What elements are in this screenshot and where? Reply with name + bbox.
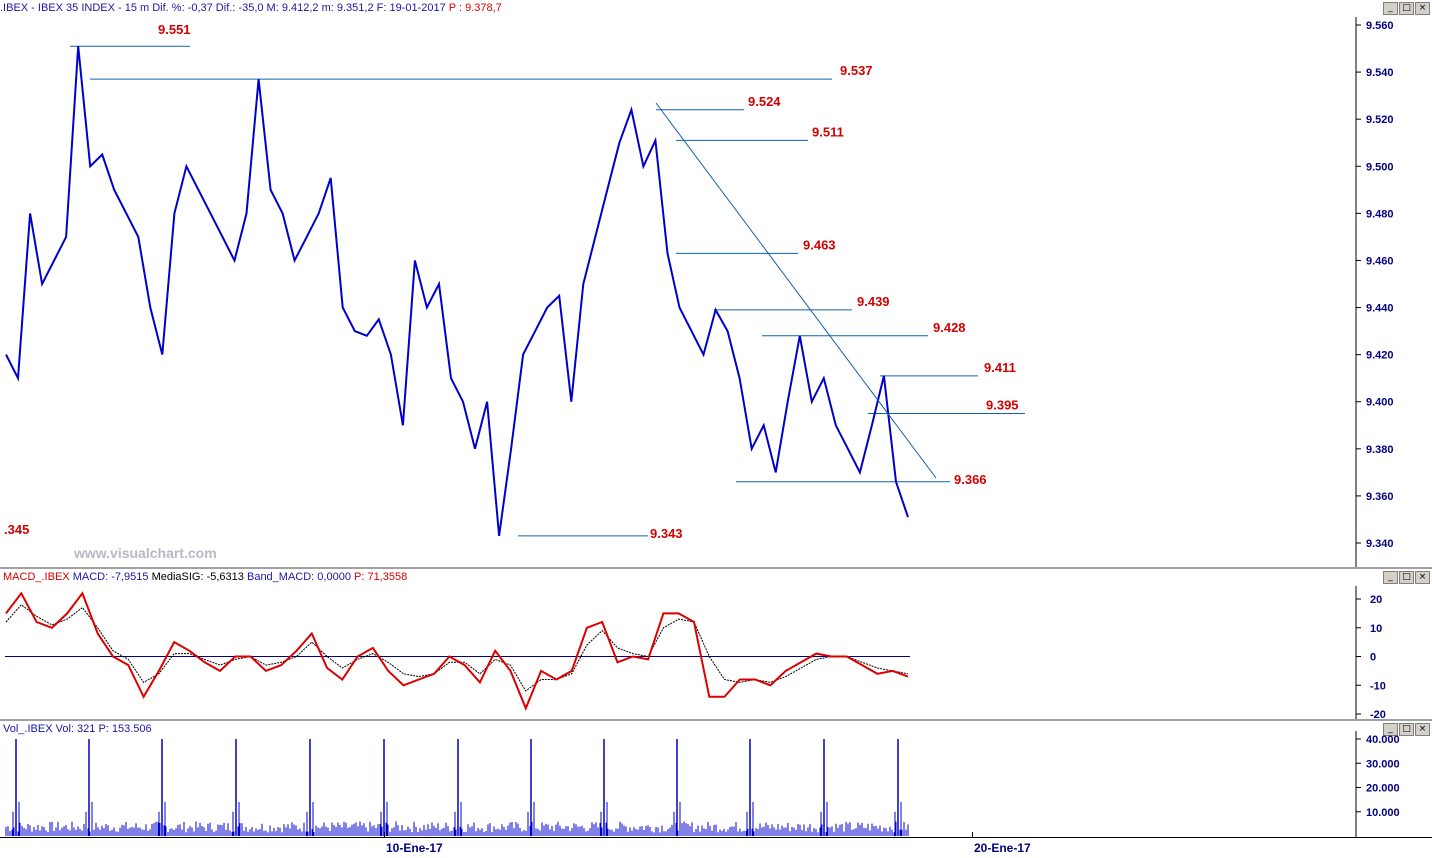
left-cut-label: .345 — [4, 522, 29, 537]
macd-y-tick-label: -10 — [1370, 680, 1386, 692]
volume-p: P: 153.506 — [98, 723, 152, 735]
price-macd-separator[interactable] — [0, 567, 1432, 569]
price-y-tick-label: 9.420 — [1366, 350, 1394, 362]
watermark: www.visualchart.com — [73, 545, 217, 561]
maximize-icon[interactable]: □ — [1399, 571, 1414, 584]
macd-volume-separator[interactable] — [0, 719, 1432, 721]
volume-y-tick-label: 40.000 — [1366, 734, 1400, 746]
price-y-tick-label: 9.400 — [1366, 397, 1394, 409]
price-y-axis: 9.560 9.540 9.520 9.500 9.480 9.460 9.440 9.420… — [1356, 20, 1394, 550]
price-panel[interactable]: .IBEX - IBEX 35 INDEX - 15 m Dif. %: -0,… — [0, 0, 1432, 567]
level-label: 9.439 — [857, 294, 890, 309]
macd-window-buttons: _ □ × — [1383, 571, 1430, 584]
maximize-icon[interactable]: □ — [1399, 2, 1414, 15]
close-icon[interactable]: × — [1415, 571, 1430, 584]
price-y-tick-label: 9.540 — [1366, 67, 1394, 79]
minimize-icon[interactable]: _ — [1383, 2, 1398, 15]
volume-header: Vol_.IBEX Vol: 321 P: 153.506 — [3, 721, 152, 738]
x-axis: 10-Ene-17 20-Ene-17 — [0, 832, 1432, 858]
level-label: 9.411 — [984, 360, 1016, 375]
macd-y-axis: 20 10 0 -10 -20 — [1356, 594, 1386, 719]
price-chart[interactable]: 9.560 9.540 9.520 9.500 9.480 9.460 9.440 9.420… — [0, 0, 1432, 567]
price-y-tick-label: 9.480 — [1366, 208, 1394, 220]
macd-header: MACD_.IBEX MACD: -7,9515 MediaSIG: -5,63… — [3, 569, 407, 586]
level-label: 9.366 — [954, 472, 987, 487]
price-y-tick-label: 9.560 — [1366, 20, 1394, 32]
volume-value: Vol: 321 — [55, 723, 96, 735]
x-tick-10-ene — [384, 832, 385, 838]
x-tick-20-ene — [972, 832, 973, 838]
macd-chart[interactable]: 20 10 0 -10 -20 — [0, 569, 1432, 719]
price-level-lines: 9.551 9.537 9.524 9.511 9.463 9.439 9.428 9.411… — [70, 22, 1025, 541]
downtrend-line — [655, 102, 937, 479]
price-header: .IBEX - IBEX 35 INDEX - 15 m Dif. %: -0,… — [0, 0, 502, 17]
volume-window-buttons: _ □ × — [1383, 723, 1430, 736]
x-label-20-ene: 20-Ene-17 — [974, 841, 1031, 855]
macd-panel[interactable]: MACD_.IBEX MACD: -7,9515 MediaSIG: -5,63… — [0, 569, 1432, 719]
volume-y-tick-label: 30.000 — [1366, 758, 1400, 770]
maximize-icon[interactable]: □ — [1399, 723, 1414, 736]
price-stats: Dif. %: -0,37 Dif.: -35,0 M: 9.412,2 m: … — [152, 2, 446, 14]
price-series-line — [5, 46, 909, 537]
macd-p: P: 71,3558 — [354, 571, 408, 583]
level-label: 9.395 — [986, 398, 1019, 413]
macd-signal: MediaSIG: -5,6313 — [151, 571, 244, 583]
macd-y-tick-label: 10 — [1370, 623, 1382, 635]
volume-chart[interactable]: 40.000 30.000 20.000 10.000 — [0, 721, 1432, 837]
close-icon[interactable]: × — [1415, 723, 1430, 736]
macd-signal-line — [5, 604, 909, 692]
volume-y-tick-label: 20.000 — [1366, 783, 1400, 795]
level-label: 9.551 — [158, 22, 191, 37]
volume-name: Vol_.IBEX — [3, 723, 53, 735]
minimize-icon[interactable]: _ — [1383, 723, 1398, 736]
level-label: 9.524 — [748, 94, 781, 109]
macd-band: Band_MACD: 0,0000 — [246, 571, 351, 583]
level-label: 9.463 — [803, 237, 836, 252]
price-window-buttons: _ □ × — [1383, 2, 1430, 15]
macd-y-tick-label: 0 — [1370, 652, 1376, 664]
volume-y-axis: 40.000 30.000 20.000 10.000 — [1356, 734, 1400, 819]
price-y-tick-label: 9.360 — [1366, 491, 1394, 503]
macd-series-line — [5, 591, 909, 711]
macd-y-tick-label: -20 — [1370, 709, 1386, 719]
volume-panel[interactable]: Vol_.IBEX Vol: 321 P: 153.506 _ □ × 40.0… — [0, 721, 1432, 837]
minimize-icon[interactable]: _ — [1383, 571, 1398, 584]
macd-name: MACD_.IBEX — [3, 571, 70, 583]
level-label: 9.537 — [840, 63, 873, 78]
x-label-10-ene: 10-Ene-17 — [386, 841, 443, 855]
volume-bars — [5, 739, 909, 836]
level-label: 9.428 — [933, 320, 966, 335]
price-y-tick-label: 9.340 — [1366, 538, 1394, 550]
macd-y-tick-label: 20 — [1370, 594, 1382, 606]
price-y-tick-label: 9.440 — [1366, 303, 1394, 315]
price-y-tick-label: 9.500 — [1366, 161, 1394, 173]
level-label: 9.511 — [812, 124, 844, 139]
price-last: P : 9.378,7 — [448, 2, 502, 14]
price-y-tick-label: 9.520 — [1366, 114, 1394, 126]
price-y-tick-label: 9.460 — [1366, 255, 1394, 267]
price-symbol: .IBEX - IBEX 35 INDEX - 15 m — [0, 2, 150, 14]
level-label: 9.343 — [650, 526, 683, 541]
macd-value: MACD: -7,9515 — [72, 571, 149, 583]
volume-y-tick-label: 10.000 — [1366, 807, 1400, 819]
close-icon[interactable]: × — [1415, 2, 1430, 15]
price-y-tick-label: 9.380 — [1366, 444, 1394, 456]
